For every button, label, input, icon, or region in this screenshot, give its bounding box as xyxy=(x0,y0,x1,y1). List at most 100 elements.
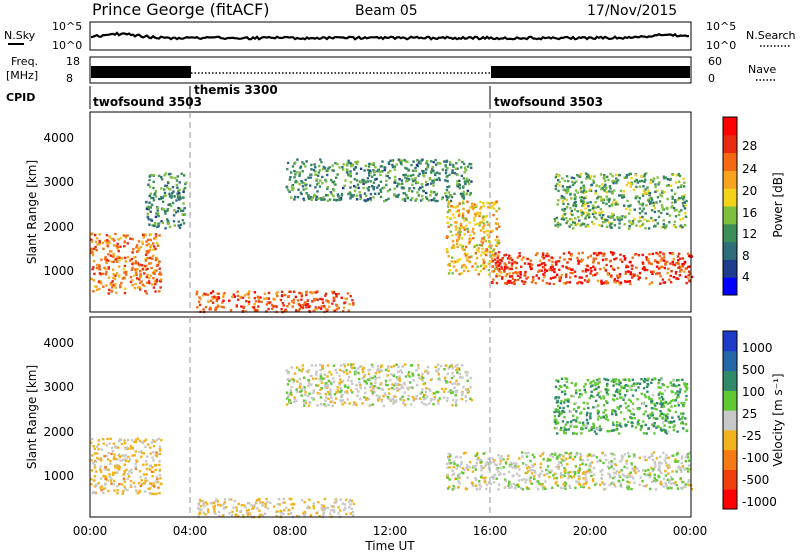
velocity-point-2-178 xyxy=(335,391,338,394)
power-point-5-132 xyxy=(493,258,497,261)
power-point-6-312 xyxy=(581,204,584,208)
power-point-2-172 xyxy=(260,300,263,304)
velocity-point-0-164 xyxy=(113,479,116,483)
power-point-6-205 xyxy=(618,222,621,225)
velocity-point-2-533 xyxy=(445,381,448,384)
velocity-point-4-495 xyxy=(653,402,656,406)
power-point-4-43 xyxy=(479,207,482,211)
power-point-5-345 xyxy=(687,270,691,273)
velocity-point-2-344 xyxy=(423,382,426,385)
power-point-0-224 xyxy=(145,250,148,253)
power-point-2-129 xyxy=(240,305,243,308)
power-point-0-100 xyxy=(158,273,161,276)
velocity-point-2-10 xyxy=(330,396,333,399)
power-point-6-503 xyxy=(661,206,664,209)
power-point-6-236 xyxy=(603,174,606,177)
power-point-3-419 xyxy=(425,168,428,171)
velocity-point-0-102 xyxy=(143,439,146,443)
velocity-point-3-477 xyxy=(485,483,489,487)
power-point-6-68 xyxy=(641,224,644,227)
velocity-point-2-131 xyxy=(447,390,450,393)
power-point-6-504 xyxy=(628,227,631,230)
power-point-5-441 xyxy=(612,252,616,255)
velocity-point-2-145 xyxy=(435,369,438,372)
power-point-4-140 xyxy=(446,216,449,219)
power-point-1-66 xyxy=(148,194,151,198)
velocity-point-3-574 xyxy=(567,473,570,476)
velocity-point-3-406 xyxy=(497,470,500,473)
velocity-point-0-212 xyxy=(158,460,161,463)
power-colorbar-label: Power [dB] xyxy=(771,172,785,237)
power-point-4-15 xyxy=(462,226,465,229)
velocity-point-3-491 xyxy=(569,451,573,455)
velocity-point-0-243 xyxy=(123,471,126,474)
power-point-6-208 xyxy=(635,185,638,189)
power-point-6-469 xyxy=(604,179,607,183)
power-point-5-189 xyxy=(589,267,593,270)
power-point-2-81 xyxy=(342,306,346,309)
velocity-point-0-126 xyxy=(133,440,136,444)
power-point-3-171 xyxy=(309,184,312,187)
power-point-2-79 xyxy=(312,310,315,313)
power-point-3-189 xyxy=(411,190,414,193)
power-point-3-97 xyxy=(416,191,419,194)
velocity-point-3-45 xyxy=(445,462,449,466)
power-point-5-279 xyxy=(511,262,514,265)
power-point-3-170 xyxy=(421,198,424,201)
power-point-3-532 xyxy=(461,160,464,164)
velocity-point-2-265 xyxy=(286,383,290,386)
velocity-point-2-69 xyxy=(420,401,424,404)
power-point-6-457 xyxy=(582,197,586,200)
power-scatter-layer xyxy=(90,158,694,314)
power-point-5-378 xyxy=(542,265,545,269)
velocity-point-2-307 xyxy=(359,384,362,387)
velocity-point-2-450 xyxy=(319,388,322,391)
power-point-6-258 xyxy=(565,206,569,209)
velocity-point-0-28 xyxy=(142,452,146,455)
velocity-point-3-362 xyxy=(518,468,521,471)
velocity-point-2-24 xyxy=(303,388,306,392)
velocity-point-4-386 xyxy=(630,421,633,424)
velocity-point-0-143 xyxy=(122,473,125,476)
power-point-0-125 xyxy=(139,273,142,276)
power-point-4-158 xyxy=(458,233,461,236)
power-point-6-357 xyxy=(556,203,559,206)
power-point-4-141 xyxy=(482,204,486,208)
velocity-point-0-135 xyxy=(121,483,124,486)
power-point-3-260 xyxy=(372,162,376,165)
velocity-colorbar-swatch-1 xyxy=(723,469,737,490)
velocity-point-3-645 xyxy=(642,484,645,488)
power-point-6-478 xyxy=(573,181,576,185)
power-cbar-tick-16: 16 xyxy=(742,206,757,220)
power-point-3-283 xyxy=(314,195,317,198)
power-point-4-74 xyxy=(491,270,494,273)
velocity-point-1-43 xyxy=(202,511,205,514)
power-point-5-112 xyxy=(501,276,504,279)
power-point-6-376 xyxy=(593,215,596,219)
power-point-3-430 xyxy=(462,177,466,180)
power-point-6-385 xyxy=(562,196,565,199)
power-point-4-7 xyxy=(465,224,468,227)
power-point-0-228 xyxy=(105,234,109,237)
velocity-point-4-235 xyxy=(558,406,562,410)
velocity-point-4-465 xyxy=(659,428,663,431)
velocity-point-0-15 xyxy=(123,480,127,483)
velocity-point-3-315 xyxy=(481,476,485,479)
velocity-point-1-126 xyxy=(225,506,228,509)
velocity-point-1-166 xyxy=(285,506,288,509)
velocity-ytick-1000: 1000 xyxy=(43,469,74,483)
velocity-point-0-274 xyxy=(92,445,95,448)
velocity-point-3-618 xyxy=(508,480,511,483)
velocity-point-1-99 xyxy=(212,505,215,509)
power-point-3-47 xyxy=(319,197,323,200)
power-point-6-327 xyxy=(624,207,628,210)
velocity-point-3-487 xyxy=(452,484,455,488)
velocity-point-3-332 xyxy=(667,472,670,475)
velocity-point-2-292 xyxy=(462,385,465,389)
power-point-5-209 xyxy=(629,273,632,276)
velocity-point-4-101 xyxy=(611,412,614,416)
power-point-0-110 xyxy=(136,262,140,265)
velocity-point-2-261 xyxy=(461,393,464,396)
power-point-1-120 xyxy=(179,209,183,213)
velocity-point-4-358 xyxy=(603,377,606,381)
